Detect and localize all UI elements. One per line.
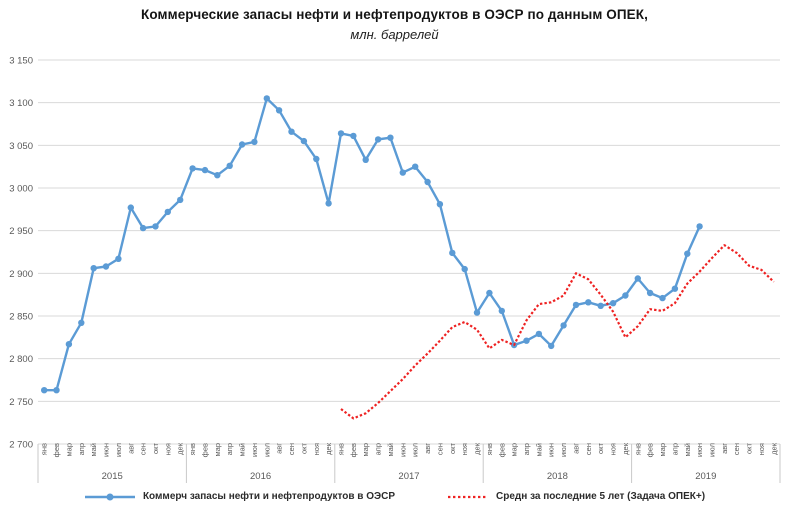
legend-item-oecd-stocks: Коммерч запасы нефти и нефтепродуктов в … [84, 491, 395, 502]
svg-text:окт: окт [745, 442, 754, 454]
svg-text:дек: дек [621, 442, 630, 455]
svg-text:фев: фев [497, 443, 506, 457]
svg-text:май: май [386, 443, 395, 457]
svg-text:июл: июл [707, 443, 716, 457]
svg-text:дек: дек [473, 442, 482, 455]
svg-text:ноя: ноя [757, 443, 766, 455]
svg-text:2017: 2017 [398, 471, 419, 482]
svg-text:янв: янв [336, 443, 345, 455]
svg-text:май: май [238, 443, 247, 457]
svg-text:мар: мар [510, 443, 519, 457]
svg-text:июл: июл [411, 443, 420, 457]
svg-text:дек: дек [769, 442, 778, 455]
legend: Коммерч запасы нефти и нефтепродуктов в … [0, 491, 789, 502]
svg-text:янв: янв [40, 443, 49, 455]
svg-text:3 100: 3 100 [9, 98, 33, 109]
svg-text:2 800: 2 800 [9, 354, 33, 365]
svg-text:сен: сен [435, 443, 444, 455]
svg-text:3 000: 3 000 [9, 184, 33, 195]
svg-text:2018: 2018 [547, 471, 568, 482]
svg-text:июн: июн [102, 443, 111, 457]
chart-subtitle: млн. баррелей [350, 27, 439, 42]
blue-line-marker-icon [84, 493, 135, 500]
svg-text:сен: сен [584, 443, 593, 455]
svg-text:сен: сен [139, 443, 148, 455]
svg-text:2 900: 2 900 [9, 269, 33, 280]
svg-text:окт: окт [299, 442, 308, 454]
svg-text:ноя: ноя [460, 443, 469, 455]
svg-text:май: май [534, 443, 543, 457]
svg-text:фев: фев [646, 443, 655, 457]
red-dotted-line-icon [448, 495, 489, 498]
svg-text:июн: июн [547, 443, 556, 457]
svg-text:июл: июл [559, 443, 568, 457]
svg-text:июл: июл [114, 443, 123, 457]
svg-text:апр: апр [522, 443, 531, 455]
svg-text:янв: янв [485, 443, 494, 455]
svg-text:ноя: ноя [312, 443, 321, 455]
svg-text:мар: мар [361, 443, 370, 457]
svg-text:янв: янв [188, 443, 197, 455]
svg-text:апр: апр [374, 443, 383, 455]
svg-text:2019: 2019 [695, 471, 716, 482]
svg-text:авг: авг [275, 443, 284, 454]
svg-text:июн: июн [250, 443, 259, 457]
svg-text:янв: янв [633, 443, 642, 455]
svg-text:2 750: 2 750 [9, 397, 33, 408]
svg-text:2015: 2015 [102, 471, 123, 482]
svg-text:июн: июн [695, 443, 704, 457]
svg-text:2 950: 2 950 [9, 226, 33, 237]
svg-text:сен: сен [287, 443, 296, 455]
legend-label-5yr-average: Средн за последние 5 лет (Задача ОПЕК+) [496, 491, 706, 502]
svg-text:3 050: 3 050 [9, 141, 33, 152]
legend-label-oecd-stocks: Коммерч запасы нефти и нефтепродуктов в … [142, 491, 396, 502]
svg-text:мар: мар [213, 443, 222, 457]
svg-text:сен: сен [732, 443, 741, 455]
svg-text:фев: фев [52, 443, 61, 457]
svg-text:2016: 2016 [250, 471, 271, 482]
svg-text:авг: авг [423, 443, 432, 454]
svg-text:3 150: 3 150 [9, 56, 33, 67]
legend-item-5yr-average: Средн за последние 5 лет (Задача ОПЕК+) [447, 491, 705, 502]
svg-text:ноя: ноя [163, 443, 172, 455]
svg-text:апр: апр [77, 443, 86, 455]
svg-text:июн: июн [398, 443, 407, 457]
svg-text:ноя: ноя [609, 443, 618, 455]
svg-text:мар: мар [658, 443, 667, 457]
svg-text:авг: авг [571, 443, 580, 454]
svg-text:дек: дек [324, 442, 333, 455]
svg-text:2 850: 2 850 [9, 312, 33, 323]
svg-text:июл: июл [262, 443, 271, 457]
svg-text:окт: окт [596, 442, 605, 454]
svg-text:май: май [683, 443, 692, 457]
svg-text:апр: апр [670, 443, 679, 455]
svg-text:дек: дек [176, 442, 185, 455]
svg-text:2 700: 2 700 [9, 440, 33, 451]
svg-text:апр: апр [225, 443, 234, 455]
svg-text:окт: окт [151, 442, 160, 454]
svg-text:окт: окт [448, 442, 457, 454]
svg-text:фев: фев [200, 443, 209, 457]
svg-text:авг: авг [720, 443, 729, 454]
svg-text:авг: авг [126, 443, 135, 454]
svg-text:фев: фев [349, 443, 358, 457]
svg-text:май: май [89, 443, 98, 457]
chart-title: Коммерческие запасы нефти и нефтепродукт… [141, 7, 648, 22]
svg-text:мар: мар [64, 443, 73, 457]
